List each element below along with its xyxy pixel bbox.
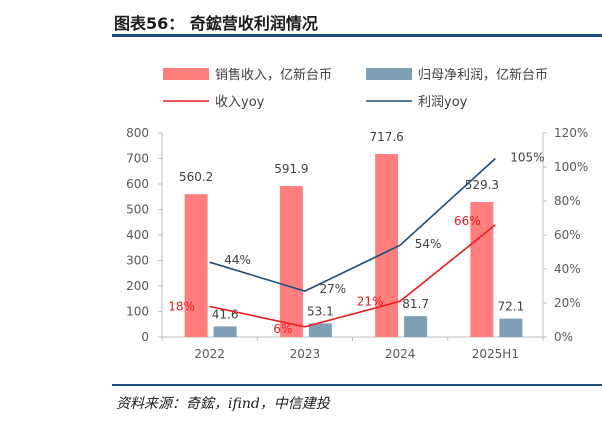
- revenue-bar-label: 529.3: [465, 178, 499, 192]
- x-tick-label: 2022: [194, 347, 225, 361]
- y-right-tick-label: 40%: [554, 262, 581, 276]
- profit-bar-label: 72.1: [498, 300, 525, 314]
- y-left-tick-label: 400: [126, 228, 149, 242]
- y-right-tick-label: 0%: [554, 330, 573, 344]
- y-left-tick-label: 300: [126, 254, 149, 268]
- y-left-tick-label: 800: [126, 126, 149, 140]
- revenue-bar: [184, 194, 208, 337]
- y-left-tick-label: 700: [126, 152, 149, 166]
- y-left-tick-label: 0: [141, 330, 149, 344]
- y-right-tick-label: 100%: [554, 160, 588, 174]
- legend-label: 销售收入，亿新台币: [215, 67, 332, 83]
- revenue-bar-label: 717.6: [369, 130, 403, 144]
- profit-bar: [499, 318, 523, 337]
- profit-yoy-label: 54%: [415, 237, 442, 251]
- revenue-bar-label: 560.2: [179, 170, 213, 184]
- revenue-yoy-label: 18%: [168, 299, 195, 313]
- revenue-bar-label: 591.9: [274, 162, 308, 176]
- x-tick-label: 2023: [290, 347, 321, 361]
- profit-bar: [404, 316, 428, 337]
- y-left-tick-label: 100: [126, 305, 149, 319]
- legend-swatch: [366, 68, 412, 80]
- profit-yoy-line: [209, 157, 496, 292]
- y-right-tick-label: 80%: [554, 194, 581, 208]
- revenue-bar: [279, 186, 303, 337]
- y-right-tick-label: 20%: [554, 296, 581, 310]
- revenue-yoy-label: 6%: [273, 322, 292, 336]
- y-left-tick-label: 200: [126, 279, 149, 293]
- profit-bar-label: 81.7: [402, 297, 429, 311]
- legend-label: 利润yoy: [418, 95, 468, 110]
- revenue-yoy-line: [209, 224, 496, 328]
- profit-bar: [213, 326, 237, 337]
- profit-yoy-label: 44%: [224, 253, 251, 267]
- legend-swatch: [163, 68, 209, 80]
- profit-yoy-label: 27%: [320, 282, 347, 296]
- y-right-tick-label: 120%: [554, 126, 588, 140]
- legend-label: 归母净利润，亿新台币: [418, 67, 548, 83]
- profit-bar-label: 53.1: [307, 304, 334, 318]
- chart-title: 图表56： 奇鋐营收利润情况: [114, 14, 318, 33]
- revenue-bar: [375, 154, 399, 337]
- title-rule: [112, 34, 602, 37]
- legend-label: 收入yoy: [215, 95, 265, 110]
- y-left-tick-label: 500: [126, 203, 149, 217]
- revenue-yoy-label: 66%: [454, 214, 481, 228]
- chart-header: 图表56： 奇鋐营收利润情况: [112, 6, 602, 36]
- footer-rule: [112, 384, 602, 386]
- revenue-yoy-label: 21%: [357, 294, 384, 308]
- x-tick-label: 2024: [385, 347, 416, 361]
- y-left-tick-label: 600: [126, 177, 149, 191]
- source-note: 资料来源：奇鋐，ifind，中信建投: [116, 396, 330, 412]
- profit-bar: [308, 323, 332, 337]
- revenue-bar: [470, 202, 494, 337]
- y-right-tick-label: 60%: [554, 228, 581, 242]
- profit-yoy-label: 105%: [510, 151, 544, 165]
- x-tick-label: 2025H1: [472, 347, 519, 361]
